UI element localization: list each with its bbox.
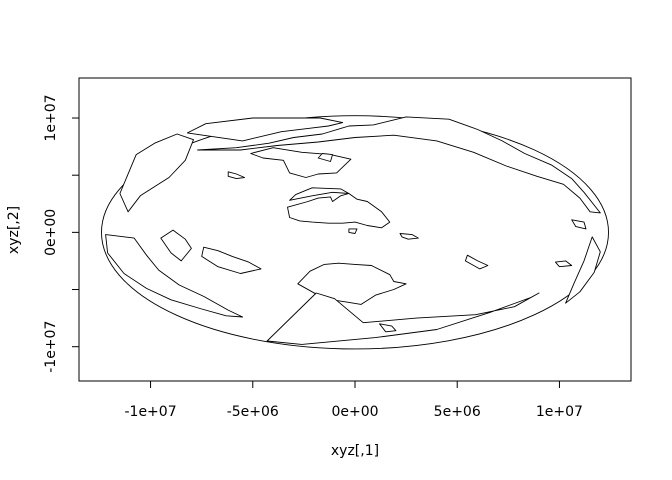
coast-caribbean-and-gulf (201, 246, 262, 274)
y-tick-label: 1e+07 (43, 94, 59, 141)
coast-british-isles (571, 219, 587, 230)
coast-greenland-and-arctic (186, 117, 344, 142)
coast-southeast-asia (250, 147, 352, 178)
coast-philippines (317, 153, 333, 162)
x-tick-label: 5e+06 (434, 404, 481, 420)
x-tick-label: -1e+07 (124, 404, 176, 420)
coast-kamchatka (464, 254, 489, 270)
coast-europe (565, 236, 601, 304)
coast-tasmania (348, 228, 358, 234)
coastline-layer (101, 115, 609, 350)
coast-japan (227, 171, 246, 180)
y-tick-label: 0e+00 (43, 209, 59, 256)
coast-central-america (160, 229, 192, 262)
coast-iceland (554, 260, 573, 268)
y-axis-title: xyz[,2] (6, 206, 22, 254)
coast-australia (287, 193, 391, 229)
x-axis-title: xyz[,1] (331, 443, 379, 459)
y-tick-label: -1e+07 (43, 321, 59, 373)
coast-madagascar (379, 323, 397, 333)
coast-indonesia (289, 187, 350, 201)
projection-boundary (101, 115, 609, 350)
x-tick-label: 0e+00 (331, 404, 378, 420)
coast-eurasia (197, 116, 601, 214)
x-tick-label: -5e+06 (227, 404, 279, 420)
y-axis: -1e+07 0e+00 1e+07 (43, 94, 80, 373)
coast-new-zealand (399, 233, 419, 240)
coast-north-america (119, 133, 194, 213)
x-tick-label: 1e+07 (536, 404, 583, 420)
coast-south-america (105, 234, 244, 318)
x-axis: -1e+07 -5e+06 0e+00 5e+06 1e+07 (124, 380, 583, 420)
coast-africa (266, 292, 540, 345)
